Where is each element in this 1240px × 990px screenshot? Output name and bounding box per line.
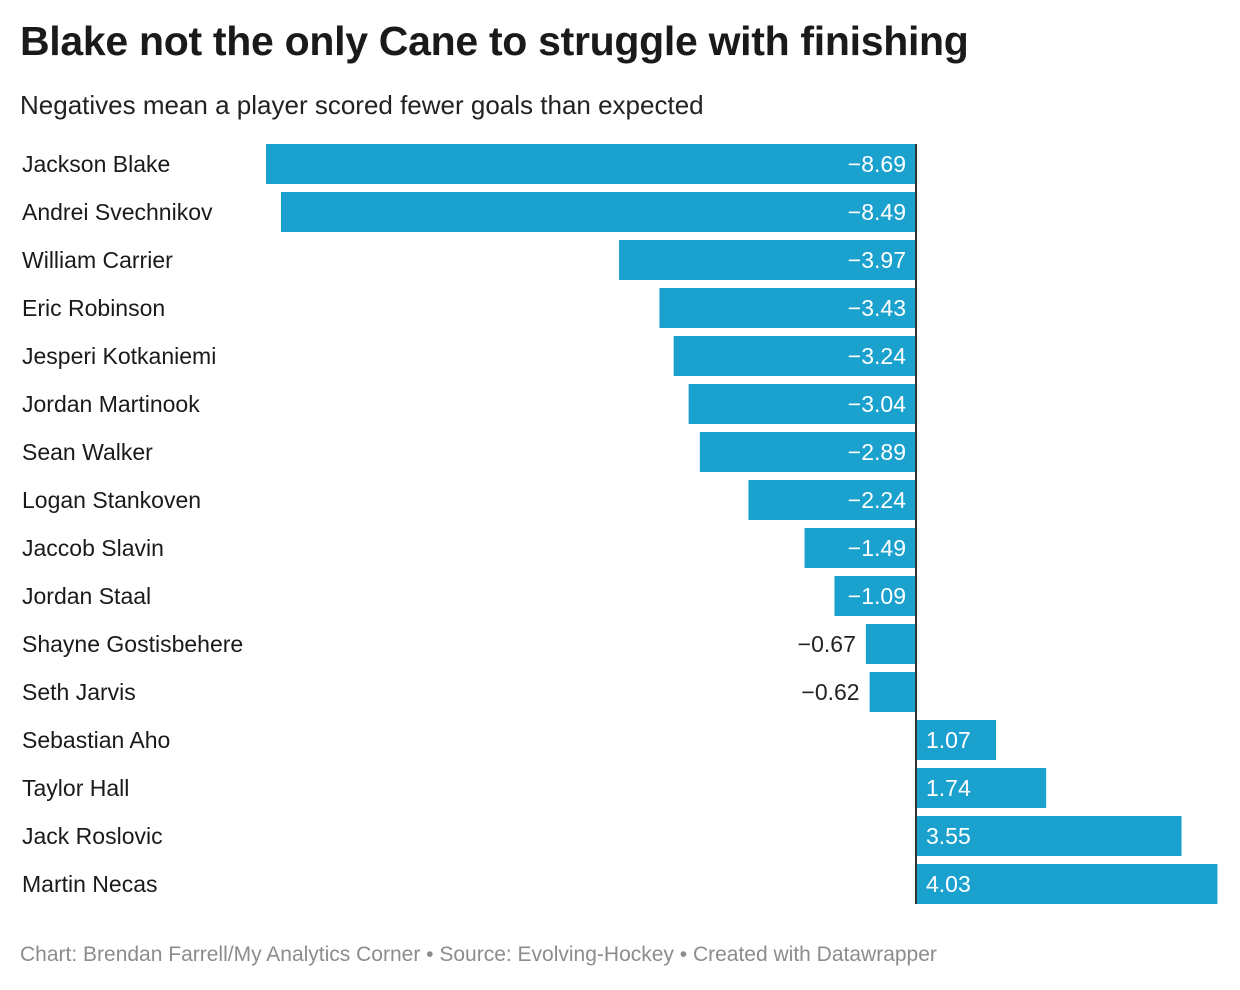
bar [916, 720, 997, 760]
category-label: Jaccob Slavin [22, 535, 164, 561]
value-label: −8.49 [848, 199, 906, 225]
bar [748, 480, 916, 520]
bar [688, 384, 916, 424]
bar [699, 432, 916, 472]
bar [916, 768, 1047, 808]
value-label: −2.24 [848, 487, 906, 513]
category-label: Jack Roslovic [22, 823, 163, 849]
category-label: Jesperi Kotkaniemi [22, 343, 216, 369]
value-label: 3.55 [926, 823, 971, 849]
bar [916, 816, 1182, 856]
bar [865, 624, 916, 664]
bar [834, 576, 916, 616]
value-label: −0.62 [801, 679, 859, 705]
bar [619, 240, 916, 280]
category-label: Sebastian Aho [22, 727, 170, 753]
bar [916, 864, 1218, 904]
value-label: −3.24 [848, 343, 906, 369]
bar [265, 144, 916, 184]
bar [280, 192, 916, 232]
value-label: −1.09 [848, 583, 906, 609]
category-label: Taylor Hall [22, 775, 129, 801]
chart-footer-credit: Chart: Brendan Farrell/My Analytics Corn… [20, 943, 937, 966]
value-label: −2.89 [848, 439, 906, 465]
chart-title: Blake not the only Cane to struggle with… [20, 18, 969, 64]
value-label: −3.43 [848, 295, 906, 321]
value-label: −0.67 [798, 631, 856, 657]
value-label: 1.07 [926, 727, 971, 753]
category-label: Sean Walker [22, 439, 153, 465]
value-label: −1.49 [848, 535, 906, 561]
category-label: Martin Necas [22, 871, 157, 897]
category-label: Jackson Blake [22, 151, 170, 177]
category-label: Eric Robinson [22, 295, 165, 321]
value-label: 4.03 [926, 871, 971, 897]
bar [804, 528, 916, 568]
category-label: Andrei Svechnikov [22, 199, 213, 225]
category-label: Logan Stankoven [22, 487, 201, 513]
value-label: −3.04 [848, 391, 906, 417]
category-label: Shayne Gostisbehere [22, 631, 243, 657]
bar [673, 336, 916, 376]
value-label: 1.74 [926, 775, 971, 801]
category-label: Jordan Martinook [22, 391, 200, 417]
bar [869, 672, 916, 712]
value-label: −8.69 [848, 151, 906, 177]
category-label: Jordan Staal [22, 583, 151, 609]
bar [659, 288, 916, 328]
category-label: Seth Jarvis [22, 679, 136, 705]
value-label: −3.97 [848, 247, 906, 273]
chart-subtitle: Negatives mean a player scored fewer goa… [20, 90, 704, 120]
category-label: William Carrier [22, 247, 173, 273]
